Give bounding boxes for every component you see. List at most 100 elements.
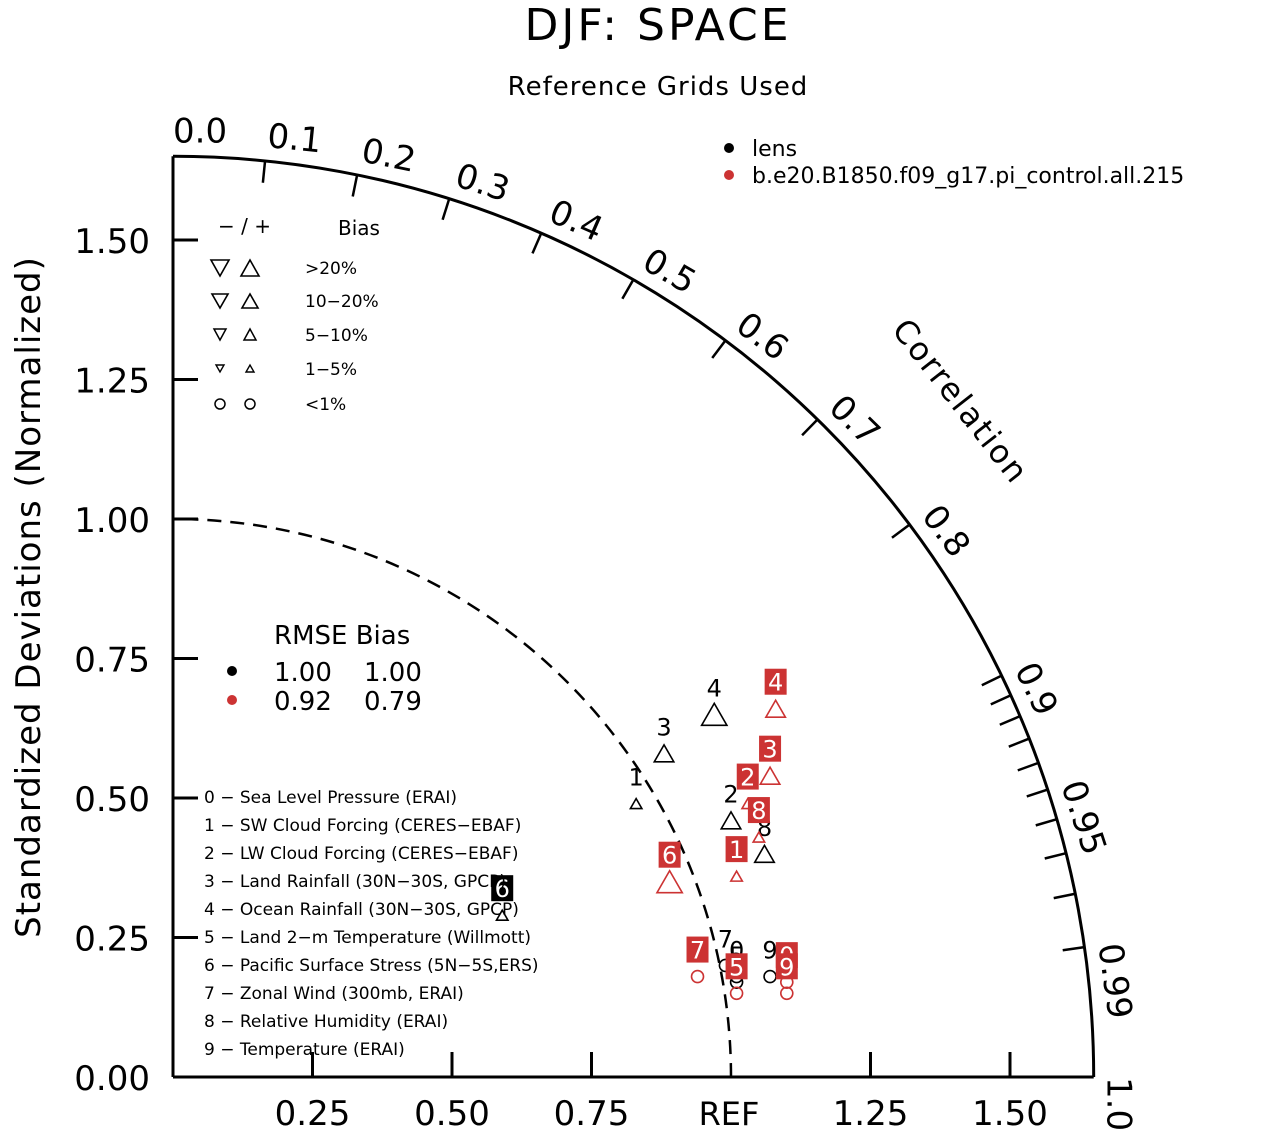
label-box-case-2 <box>736 763 759 790</box>
label-case-3: 3 <box>762 736 777 764</box>
label-lens-4: 4 <box>707 674 722 702</box>
label-case-4: 4 <box>768 669 783 697</box>
label-box-case-8 <box>747 797 770 824</box>
bias-legend-down-triangle-small-icon <box>212 328 228 342</box>
label-box-case-9 <box>775 953 798 980</box>
variable-6: 6 − Pacific Surface Stress (5N−5S,ERS) <box>204 956 539 976</box>
bias-lens: 1.00 <box>364 658 422 688</box>
bias-row-1: >20% <box>305 259 357 279</box>
y-tick-label: 0.75 <box>74 641 150 681</box>
marker-lens-3 <box>652 743 676 763</box>
marker-case-1 <box>729 869 744 882</box>
bias-row-3: 5−10% <box>305 326 368 346</box>
rmse-case: 0.92 <box>274 687 332 717</box>
marker-case-4 <box>764 698 787 719</box>
correlation-label: 0.6 <box>728 304 795 368</box>
bias-legend-circle-icon <box>244 398 256 410</box>
x-tick-label: 0.25 <box>275 1094 351 1134</box>
outer-arc <box>172 154 1096 1078</box>
x-tick-label: 0.50 <box>414 1094 490 1134</box>
correlation-label: 0.1 <box>266 116 324 161</box>
series-legend: lens b.e20.B1850.f09_g17.pi_control.all.… <box>724 137 1184 189</box>
correlation-tick <box>351 174 359 197</box>
label-case-7: 7 <box>690 937 705 965</box>
correlation-label: 0.8 <box>914 498 978 565</box>
variable-0: 0 − Sea Level Pressure (ERAI) <box>204 788 457 808</box>
bias-legend-sign: − / + <box>218 214 271 238</box>
reference-arc <box>172 517 733 1078</box>
x-tick-label: 1.25 <box>833 1094 909 1134</box>
correlation-tick <box>1008 737 1030 748</box>
correlation-tick <box>621 279 635 300</box>
label-lens-3: 3 <box>656 713 671 741</box>
variable-9: 9 − Temperature (ERAI) <box>204 1040 405 1060</box>
variable-1: 1 − SW Cloud Forcing (CERES−EBAF) <box>204 816 521 836</box>
variable-4: 4 − Ocean Rainfall (30N−30S, GPCP) <box>204 900 519 920</box>
y-tick-label: 0.50 <box>74 780 150 820</box>
correlation-label: 0.99 <box>1089 941 1139 1022</box>
correlation-tick <box>891 523 911 539</box>
y-tick-label: 1.25 <box>74 362 150 402</box>
marker-case-3 <box>758 765 782 785</box>
correlation-label: 0.2 <box>358 131 419 181</box>
y-tick-label: 1.00 <box>74 501 150 541</box>
label-case-2: 2 <box>740 764 755 792</box>
x-tick-label: 0.75 <box>554 1094 630 1134</box>
correlation-label: 0.5 <box>636 241 703 303</box>
marker-lens-9 <box>763 969 777 984</box>
correlation-label: 0.7 <box>821 387 888 453</box>
y-tick-label: 0.25 <box>74 920 150 960</box>
label-box-case-7 <box>686 936 709 963</box>
bias-legend-up-triangle-large-icon <box>239 258 261 277</box>
variable-7: 7 − Zonal Wind (300mb, ERAI) <box>204 984 464 1004</box>
y-tick-label: 0.00 <box>74 1059 150 1099</box>
bias-row-2: 10−20% <box>305 292 379 312</box>
correlation-tick <box>999 715 1021 726</box>
bias-legend-up-triangle-tiny-icon <box>244 363 256 373</box>
correlation-label: 1.0 <box>1099 1077 1139 1131</box>
label-case-8: 8 <box>751 797 766 825</box>
label-box-case-6 <box>658 841 681 868</box>
x-tick-label: 1.50 <box>972 1094 1048 1134</box>
bias-legend-down-triangle-medium-icon <box>210 293 230 310</box>
label-box-case-5 <box>725 953 748 980</box>
marker-lens-6 <box>495 908 510 921</box>
correlation-tick <box>441 198 451 221</box>
variable-3: 3 − Land Rainfall (30N−30S, GPCP) <box>204 872 506 892</box>
correlation-label: 0.0 <box>173 111 227 151</box>
correlation-tick <box>801 418 819 437</box>
correlation-tick <box>1026 788 1049 798</box>
variable-list: 0 − Sea Level Pressure (ERAI) 1 − SW Clo… <box>204 788 539 1060</box>
correlation-label: Correlation <box>885 311 1037 491</box>
correlation-tick <box>261 160 267 183</box>
label-box-case-3 <box>759 735 782 762</box>
rmse-bias-header: RMSE Bias <box>274 621 410 651</box>
bias-legend-circle-icon <box>214 398 226 410</box>
rmse-bias-table: RMSE Bias 1.00 1.00 0.92 0.79 <box>227 621 422 717</box>
marker-case-5 <box>729 986 744 1001</box>
correlation-tick <box>1044 851 1067 860</box>
correlation-tick <box>1035 818 1058 827</box>
bias-row-4: 1−5% <box>305 360 357 380</box>
marker-lens-8 <box>753 843 776 864</box>
bias-legend-up-triangle-medium-icon <box>240 292 260 309</box>
correlation-tick <box>981 674 1003 687</box>
label-box-case-4 <box>764 668 787 695</box>
bias-legend-up-triangle-small-icon <box>242 327 258 341</box>
legend-label-lens: lens <box>752 137 797 162</box>
bias-legend-header: Bias <box>338 216 380 240</box>
correlation-tick <box>531 232 543 254</box>
axes: 0.000.250.500.751.001.251.500.25 0.50 0.75… <box>74 154 1096 1134</box>
label-case-1: 1 <box>729 836 744 864</box>
correlation-tick <box>990 694 1012 706</box>
marker-case-9 <box>779 986 794 1001</box>
ref-label: REF <box>699 1095 760 1133</box>
bias-legend: − / + Bias >20% 10−20% 5−10% 1−5% <1% <box>209 214 380 415</box>
variable-8: 8 − Relative Humidity (ERAI) <box>204 1012 448 1032</box>
correlation-label: 0.95 <box>1052 775 1114 859</box>
correlation-tick <box>711 339 727 359</box>
correlation-tick <box>1017 761 1039 772</box>
bias-case: 0.79 <box>364 687 422 717</box>
y-axis-label: Standardized Deviations (Normalized) <box>9 256 49 938</box>
